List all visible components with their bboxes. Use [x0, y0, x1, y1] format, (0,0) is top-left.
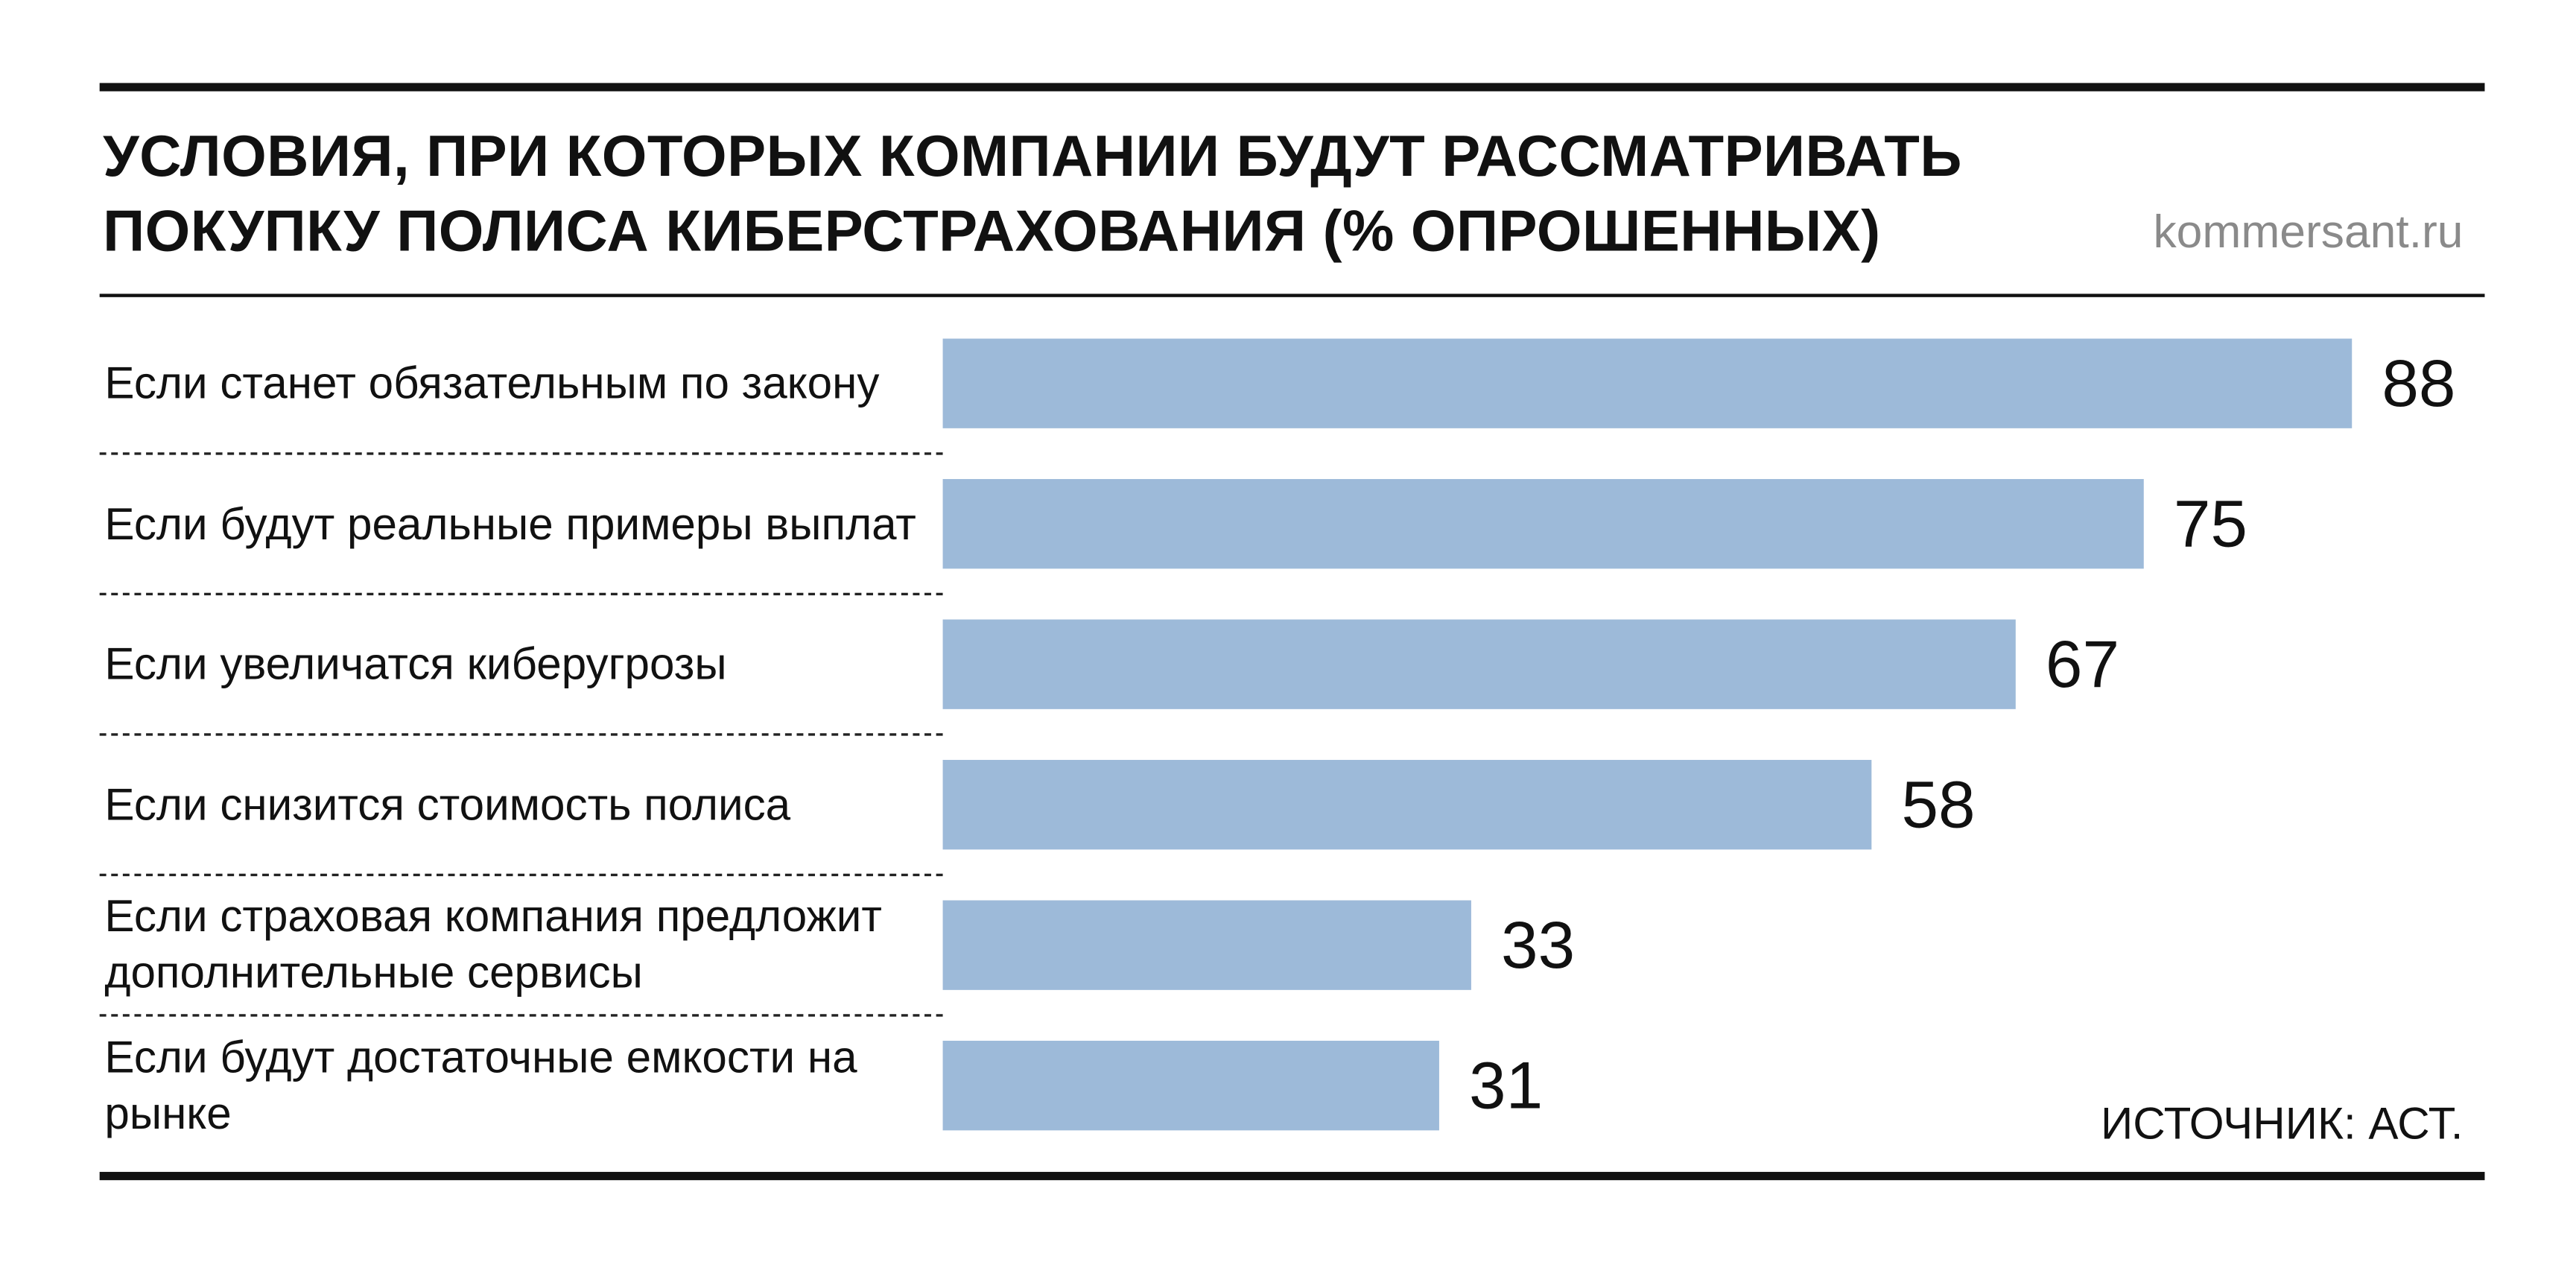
- chart-title: УСЛОВИЯ, ПРИ КОТОРЫХ КОМПАНИИ БУДУТ РАСС…: [103, 124, 1962, 264]
- value-label: 75: [2174, 486, 2247, 560]
- header-rule: [99, 294, 2485, 297]
- category-label: Если будут достаточные емкости на рынке: [104, 1032, 857, 1139]
- category-label: Если увеличатся киберугрозы: [104, 639, 727, 690]
- bar: [942, 900, 1471, 990]
- bottom-rule: [99, 1172, 2485, 1181]
- value-label: 33: [1501, 907, 1575, 982]
- value-label: 31: [1469, 1047, 1543, 1122]
- bar: [942, 338, 2353, 428]
- category-label: Если страховая компания предложит дополн…: [104, 892, 882, 998]
- bar: [942, 760, 1872, 850]
- value-label: 67: [2046, 627, 2119, 701]
- category-label: Если снизится стоимость полиса: [104, 779, 791, 830]
- category-label: Если станет обязательным по закону: [104, 358, 880, 409]
- category-label: Если будут реальные примеры выплат: [104, 498, 916, 549]
- value-label: 58: [1901, 767, 1975, 841]
- value-label: 88: [2382, 346, 2455, 420]
- bar: [942, 1041, 1439, 1131]
- source-note: ИСТОЧНИК: АСТ.: [2100, 1099, 2464, 1149]
- brand: kommersant.ru: [2153, 206, 2464, 258]
- bar: [942, 619, 2016, 709]
- bar: [942, 479, 2144, 569]
- top-rule: [99, 83, 2485, 92]
